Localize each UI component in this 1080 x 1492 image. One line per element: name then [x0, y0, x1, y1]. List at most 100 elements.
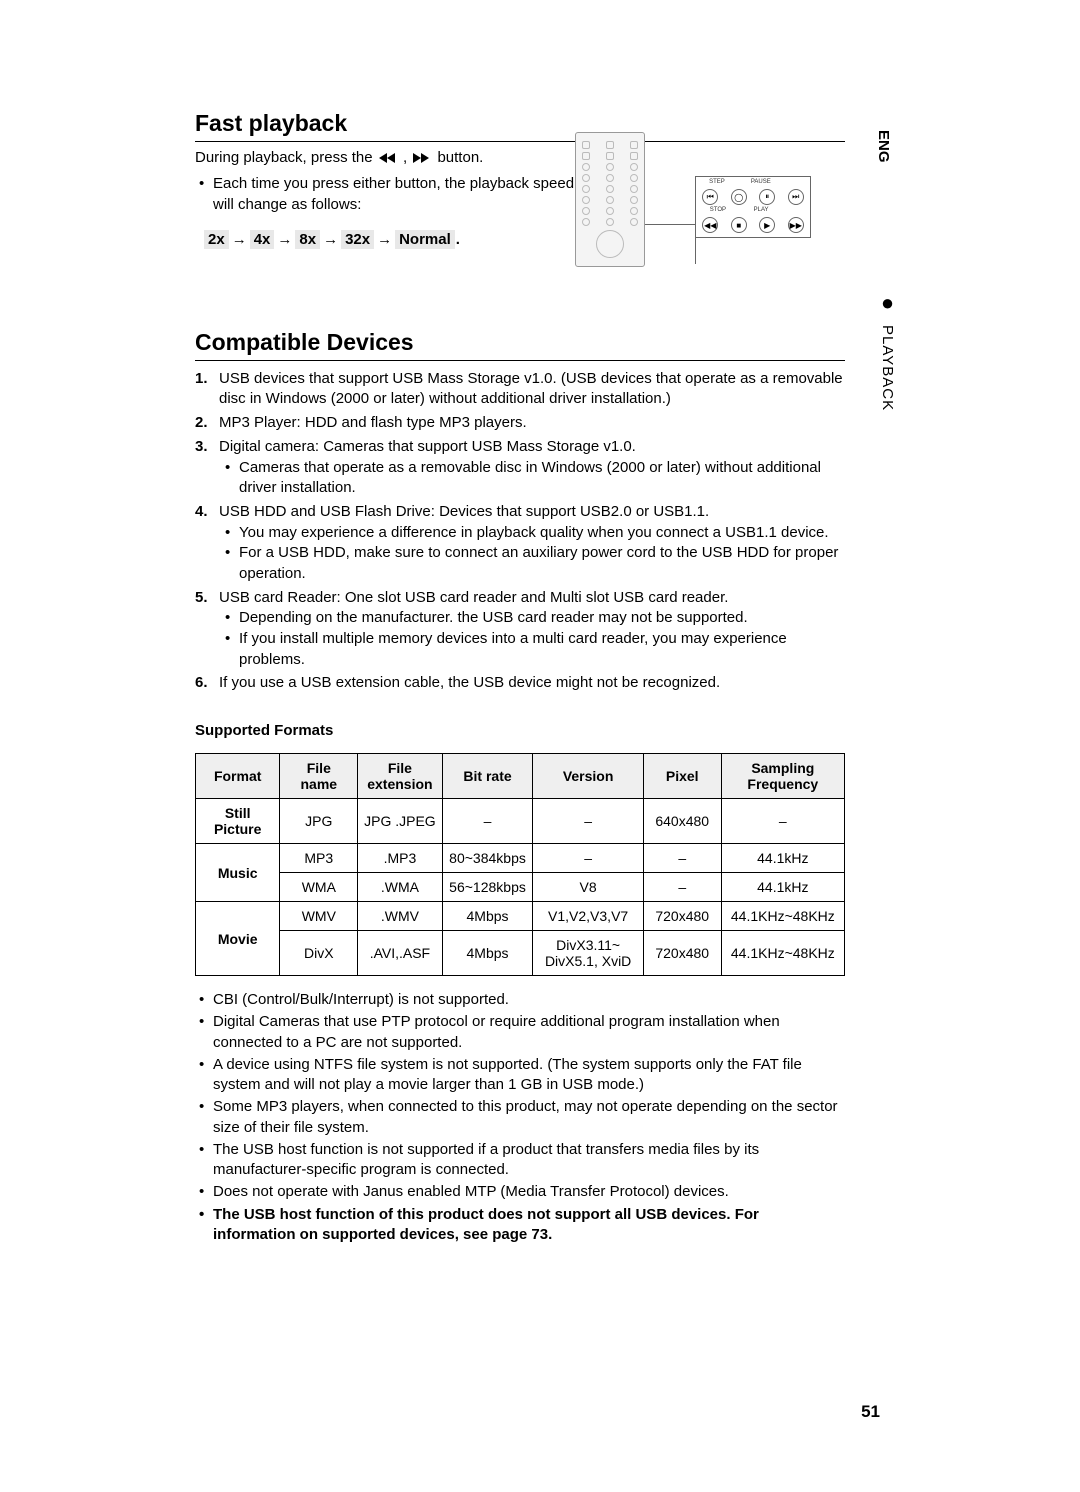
list-item-number: 6. — [195, 673, 208, 694]
table-cell: 640x480 — [643, 799, 721, 844]
table-cell: WMV — [280, 902, 358, 931]
table-cell: Movie — [196, 902, 280, 976]
table-cell: V1,V2,V3,V7 — [533, 902, 643, 931]
table-cell: 44.1kHz — [721, 844, 844, 873]
speed-normal: Normal — [395, 230, 455, 249]
table-cell: 44.1KHz~48KHz — [721, 902, 844, 931]
table-cell: 720x480 — [643, 931, 721, 976]
table-cell: .MP3 — [358, 844, 442, 873]
list-item-text: USB HDD and USB Flash Drive: Devices tha… — [219, 503, 709, 520]
speed-period: . — [456, 231, 460, 248]
speed-32x: 32x — [341, 230, 374, 249]
table-header: Bit rate — [442, 754, 533, 799]
table-cell: Music — [196, 844, 280, 902]
table-cell: JPG .JPEG — [358, 799, 442, 844]
table-row: WMA.WMA56~128kbpsV8–44.1kHz — [196, 873, 845, 902]
table-header: Filename — [280, 754, 358, 799]
side-tab-lang: ENG — [875, 130, 892, 163]
list-item-text: If you use a USB extension cable, the US… — [219, 674, 720, 691]
note-item: Some MP3 players, when connected to this… — [195, 1097, 845, 1138]
table-cell: DivX — [280, 931, 358, 976]
table-cell: – — [721, 799, 844, 844]
table-cell: JPG — [280, 799, 358, 844]
list-item-number: 2. — [195, 413, 208, 434]
side-tab-section-label: PLAYBACK — [879, 325, 896, 411]
prev-icon: ⏮ — [702, 189, 718, 205]
list-item-text: MP3 Player: HDD and flash type MP3 playe… — [219, 414, 527, 431]
table-header: SamplingFrequency — [721, 754, 844, 799]
table-cell: 44.1KHz~48KHz — [721, 931, 844, 976]
speed-sequence: 2x→4x→8x→32x→Normal. — [203, 231, 460, 248]
list-item-number: 5. — [195, 588, 208, 609]
list-item: 3. Digital camera: Cameras that support U… — [195, 437, 845, 499]
list-item: 4. USB HDD and USB Flash Drive: Devices t… — [195, 502, 845, 585]
table-cell: MP3 — [280, 844, 358, 873]
table-header: Format — [196, 754, 280, 799]
table-cell: 44.1kHz — [721, 873, 844, 902]
table-cell: – — [643, 844, 721, 873]
note-item: Does not operate with Janus enabled MTP … — [195, 1182, 845, 1202]
page-number: 51 — [861, 1402, 880, 1422]
table-cell: .WMV — [358, 902, 442, 931]
note-item: The USB host function of this product do… — [195, 1205, 845, 1246]
list-sub-item: You may experience a difference in playb… — [219, 523, 845, 544]
table-cell: V8 — [533, 873, 643, 902]
circle-icon: ◯ — [731, 189, 747, 205]
table-cell: 80~384kbps — [442, 844, 533, 873]
table-cell: 4Mbps — [442, 902, 533, 931]
fast-playback-bullet: Each time you press either button, the p… — [195, 174, 575, 215]
list-item: 2. MP3 Player: HDD and flash type MP3 pla… — [195, 413, 845, 434]
list-item: 1.USB devices that support USB Mass Stor… — [195, 369, 845, 410]
list-sub-item: Depending on the manufacturer. the USB c… — [219, 608, 845, 629]
table-header: Version — [533, 754, 643, 799]
play-icon: ▶ — [759, 217, 775, 233]
ff-btn-icon: ▶▶ — [788, 217, 804, 233]
fast-forward-icon — [407, 149, 437, 166]
list-item-text: USB card Reader: One slot USB card reade… — [219, 589, 728, 606]
list-item-number: 4. — [195, 502, 208, 523]
table-cell: – — [533, 844, 643, 873]
stop-icon: ■ — [731, 217, 747, 233]
table-row: MovieWMV.WMV4MbpsV1,V2,V3,V7720x48044.1K… — [196, 902, 845, 931]
table-cell: 4Mbps — [442, 931, 533, 976]
list-item-text: USB devices that support USB Mass Storag… — [219, 370, 843, 408]
table-header: Pixel — [643, 754, 721, 799]
remote-body — [575, 132, 645, 267]
compatible-list: 1.USB devices that support USB Mass Stor… — [195, 369, 845, 694]
table-row: MusicMP3.MP380~384kbps––44.1kHz — [196, 844, 845, 873]
list-item-text: Digital camera: Cameras that support USB… — [219, 438, 636, 455]
side-tab-section: ● PLAYBACK — [879, 290, 896, 411]
list-sub-item: For a USB HDD, make sure to connect an a… — [219, 543, 845, 584]
rewind-btn-icon: ◀◀ — [702, 217, 718, 233]
pause-icon: ⏸ — [759, 189, 775, 205]
page-content: Fast playback During playback, press the… — [195, 110, 845, 1247]
intro-pre: During playback, press the — [195, 149, 377, 166]
table-cell: .WMA — [358, 873, 442, 902]
list-item: 6. If you use a USB extension cable, the … — [195, 673, 845, 694]
table-cell: WMA — [280, 873, 358, 902]
next-icon: ⏭ — [788, 189, 804, 205]
table-cell: 720x480 — [643, 902, 721, 931]
rewind-icon — [377, 149, 403, 166]
formats-table: FormatFilenameFileextensionBit rateVersi… — [195, 753, 845, 976]
speed-2x: 2x — [204, 230, 229, 249]
table-cell: – — [643, 873, 721, 902]
label-pause: PAUSE — [751, 179, 771, 185]
table-cell: – — [442, 799, 533, 844]
table-header-row: FormatFilenameFileextensionBit rateVersi… — [196, 754, 845, 799]
intro-post: button. — [437, 149, 483, 166]
notes-list: CBI (Control/Bulk/Interrupt) is not supp… — [195, 990, 845, 1245]
table-cell: .AVI,.ASF — [358, 931, 442, 976]
table-row: DivX.AVI,.ASF4MbpsDivX3.11~ DivX5.1, Xvi… — [196, 931, 845, 976]
label-play: PLAY — [754, 207, 769, 213]
note-item: Digital Cameras that use PTP protocol or… — [195, 1012, 845, 1053]
table-cell: – — [533, 799, 643, 844]
list-sub-item: Cameras that operate as a removable disc… — [219, 458, 845, 499]
table-cell: Still Picture — [196, 799, 280, 844]
remote-panel: STEP PAUSE ⏮ ◯ ⏸ ⏭ STOP PLAY ◀◀ ■ ▶ ▶▶ — [695, 176, 811, 238]
list-item-number: 3. — [195, 437, 208, 458]
heading-compatible: Compatible Devices — [195, 329, 845, 361]
supported-formats-title: Supported Formats — [195, 722, 845, 739]
speed-4x: 4x — [250, 230, 275, 249]
table-row: Still PictureJPGJPG .JPEG––640x480– — [196, 799, 845, 844]
